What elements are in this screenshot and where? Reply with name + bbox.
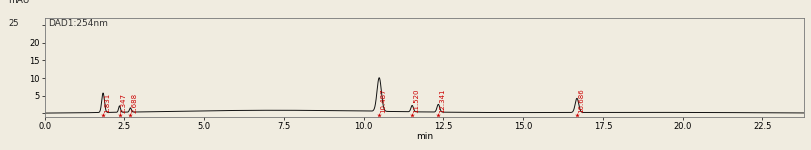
Text: 2.347: 2.347 [121, 93, 127, 113]
Text: 1.831: 1.831 [105, 93, 110, 113]
Text: 16.686: 16.686 [577, 88, 583, 113]
Text: 25: 25 [8, 19, 19, 28]
Text: 2.688: 2.688 [131, 93, 138, 113]
Text: DAD1:254nm: DAD1:254nm [49, 19, 108, 28]
X-axis label: min: min [415, 132, 432, 141]
Text: 12.341: 12.341 [439, 89, 445, 113]
Text: 10.487: 10.487 [380, 88, 386, 113]
Text: mAU: mAU [8, 0, 29, 5]
Text: 11.520: 11.520 [413, 89, 419, 113]
